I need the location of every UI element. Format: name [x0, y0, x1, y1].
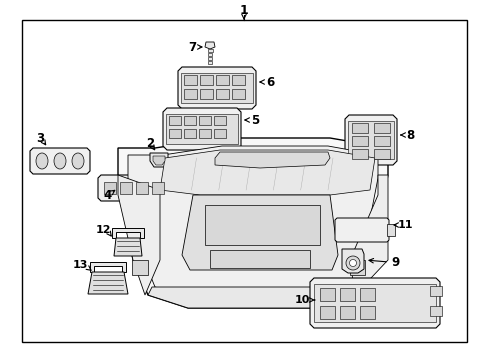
Text: 13: 13 [72, 260, 87, 270]
Polygon shape [181, 73, 252, 103]
Ellipse shape [349, 260, 356, 266]
Text: 9: 9 [390, 256, 398, 269]
Text: 10: 10 [294, 295, 309, 305]
Ellipse shape [54, 153, 66, 169]
Bar [209, 250, 309, 268]
Polygon shape [386, 224, 394, 236]
Polygon shape [30, 148, 90, 174]
Bar [199, 116, 210, 125]
Bar [208, 61, 211, 64]
Bar [351, 149, 367, 159]
Polygon shape [215, 152, 329, 168]
Polygon shape [349, 260, 364, 275]
Text: 7: 7 [187, 41, 196, 54]
Bar [183, 89, 197, 99]
Bar [359, 306, 374, 319]
Ellipse shape [346, 256, 359, 270]
Text: 1: 1 [239, 4, 248, 17]
Polygon shape [347, 121, 393, 159]
Polygon shape [182, 195, 337, 270]
Bar [373, 123, 389, 133]
Bar [207, 57, 212, 60]
Polygon shape [88, 272, 128, 294]
Polygon shape [160, 150, 374, 195]
Bar [339, 306, 354, 319]
Bar [216, 89, 228, 99]
Polygon shape [98, 175, 170, 201]
Text: 3: 3 [36, 131, 44, 144]
Bar [204, 205, 319, 245]
Text: 2: 2 [145, 136, 154, 149]
Bar [183, 75, 197, 85]
Bar [351, 123, 367, 133]
Polygon shape [204, 42, 215, 49]
Bar [136, 182, 148, 194]
Bar [169, 116, 181, 125]
Text: 12: 12 [95, 225, 110, 235]
Polygon shape [165, 114, 238, 144]
Bar [207, 49, 212, 52]
Bar [200, 75, 213, 85]
Polygon shape [153, 156, 164, 165]
Bar [339, 288, 354, 301]
Polygon shape [349, 175, 387, 295]
Bar [319, 306, 334, 319]
Bar [359, 288, 374, 301]
Bar [152, 182, 163, 194]
Text: 11: 11 [396, 220, 412, 230]
Ellipse shape [36, 153, 48, 169]
Bar [319, 288, 334, 301]
Bar [183, 116, 196, 125]
Polygon shape [163, 108, 241, 150]
Bar [200, 89, 213, 99]
Bar [214, 116, 225, 125]
Bar [373, 136, 389, 146]
Bar [207, 53, 212, 56]
Bar [214, 129, 225, 138]
Polygon shape [118, 138, 387, 308]
Bar [351, 136, 367, 146]
Polygon shape [132, 260, 148, 275]
Polygon shape [313, 284, 435, 322]
Bar [216, 75, 228, 85]
Polygon shape [90, 262, 126, 272]
Polygon shape [148, 287, 354, 308]
Ellipse shape [72, 153, 84, 169]
Bar [169, 129, 181, 138]
Polygon shape [114, 238, 142, 256]
Polygon shape [128, 146, 377, 298]
Bar [22, 20, 466, 342]
Bar [373, 149, 389, 159]
Bar [183, 129, 196, 138]
Polygon shape [429, 306, 441, 316]
Polygon shape [112, 228, 143, 238]
Polygon shape [118, 175, 160, 295]
Bar [199, 129, 210, 138]
Text: 5: 5 [250, 113, 259, 126]
Polygon shape [345, 115, 396, 165]
Text: 6: 6 [265, 76, 274, 89]
Polygon shape [309, 278, 439, 328]
Polygon shape [150, 153, 168, 167]
Text: 8: 8 [405, 129, 413, 141]
Polygon shape [178, 67, 256, 109]
Text: 4: 4 [103, 189, 112, 202]
Bar [120, 182, 132, 194]
Bar [231, 75, 244, 85]
Bar [231, 89, 244, 99]
Polygon shape [429, 286, 441, 296]
Polygon shape [334, 218, 388, 242]
Polygon shape [341, 249, 363, 273]
Bar [104, 182, 116, 194]
